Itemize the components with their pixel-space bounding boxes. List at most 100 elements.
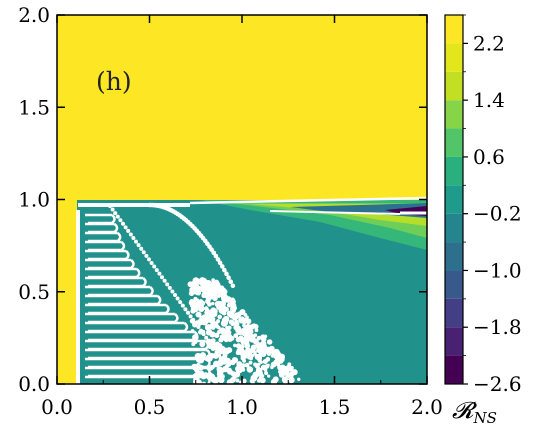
speckle <box>192 336 196 340</box>
speckle <box>226 333 232 340</box>
colorbar-level <box>445 298 463 328</box>
speckle <box>206 338 212 345</box>
speckle <box>259 377 266 384</box>
speckle <box>245 347 252 354</box>
speckle <box>266 358 270 362</box>
speckle <box>222 288 228 295</box>
speckle <box>199 341 206 348</box>
speckle <box>217 368 224 375</box>
boundary-dot <box>126 228 131 233</box>
x-tick-label: 1.0 <box>226 395 258 419</box>
speckle <box>224 318 229 323</box>
boundary-dot <box>178 300 183 305</box>
boundary-dot <box>110 207 115 212</box>
speckle <box>254 328 259 333</box>
colorbar-level <box>445 71 463 101</box>
speckle <box>211 311 218 318</box>
speckle <box>197 322 202 327</box>
speckle <box>208 344 212 349</box>
speckle <box>266 339 273 345</box>
colorbar-level <box>445 213 463 243</box>
speckle <box>289 365 294 370</box>
speckle <box>203 279 208 283</box>
stripe <box>85 375 211 384</box>
speckle <box>230 297 236 303</box>
speckle <box>244 362 250 368</box>
speckle <box>256 370 263 377</box>
speckle <box>198 364 204 371</box>
colorbar <box>444 14 464 385</box>
speckle <box>273 348 280 356</box>
boundary-dot <box>167 285 172 290</box>
speckle <box>228 312 235 319</box>
arc-dot <box>213 253 219 259</box>
speckle <box>288 376 295 384</box>
speckle <box>223 347 230 354</box>
colorbar-tick-label: −2.6 <box>473 372 522 396</box>
boundary-dot <box>136 243 141 248</box>
colorbar-tick-label: −1.0 <box>473 258 522 282</box>
boundary-dot <box>108 204 112 208</box>
speckle <box>194 278 201 285</box>
speckle <box>237 311 242 317</box>
boundary-dot <box>141 250 146 255</box>
speckle <box>212 346 216 350</box>
speckle <box>210 338 216 343</box>
speckle <box>215 342 223 350</box>
boundary-dot <box>186 310 190 315</box>
colorbar-level <box>445 128 463 157</box>
speckle <box>224 306 229 311</box>
speckle <box>222 355 228 361</box>
speckle <box>241 378 247 384</box>
speckle <box>219 373 225 380</box>
boundary-dot <box>139 246 144 251</box>
speckle <box>260 364 267 371</box>
boundary-dot <box>157 271 162 276</box>
speckle <box>188 290 194 296</box>
x-tick-label: 0.0 <box>41 395 73 419</box>
colorbar-title-sub: NS <box>472 409 496 427</box>
boundary-dot <box>123 225 128 230</box>
speckle <box>195 311 201 318</box>
speckle <box>253 352 257 356</box>
speckle <box>262 348 269 354</box>
y-tick-label: 1.5 <box>18 95 50 119</box>
speckle <box>205 285 212 292</box>
boundary-dot <box>183 307 188 312</box>
speckle <box>218 337 224 343</box>
boundary-dot <box>113 211 118 216</box>
speckle <box>283 380 289 384</box>
colorbar-ticks: 2.2 1.4 0.6 −0.2 −1.0 −1.8 −2.6 <box>463 14 522 396</box>
speckle <box>249 356 253 361</box>
arc-dot <box>219 264 225 269</box>
boundary-dot <box>188 314 193 319</box>
colorbar-tick-label: −0.2 <box>473 202 522 226</box>
colorbar-tick-label: −1.8 <box>473 315 522 339</box>
speckle <box>217 359 224 367</box>
speckle <box>227 368 233 375</box>
speckle <box>233 343 237 348</box>
speckle <box>210 364 215 370</box>
speckle <box>246 366 254 373</box>
colorbar-level <box>445 15 463 44</box>
speckle <box>241 367 246 372</box>
boundary-dot <box>170 289 175 294</box>
speckle <box>297 377 301 381</box>
speckle <box>220 300 226 307</box>
colorbar-level <box>445 270 463 299</box>
arc-dot <box>224 271 229 277</box>
speckle <box>248 335 256 343</box>
speckle <box>278 369 283 375</box>
speckle <box>211 283 218 290</box>
speckle <box>242 358 247 363</box>
boundary-dot <box>115 214 120 219</box>
speckle <box>232 357 237 362</box>
speckle <box>216 375 221 381</box>
boundary-dot <box>160 275 164 280</box>
speckle <box>277 364 283 371</box>
colorbar-tick-label: 0.6 <box>473 145 505 169</box>
region-left-strip <box>57 200 77 384</box>
speckle <box>274 356 279 361</box>
boundary-dot <box>180 303 185 308</box>
speckle <box>230 307 236 314</box>
